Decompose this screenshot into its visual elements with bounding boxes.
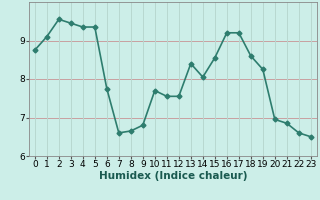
X-axis label: Humidex (Indice chaleur): Humidex (Indice chaleur) [99,171,247,181]
